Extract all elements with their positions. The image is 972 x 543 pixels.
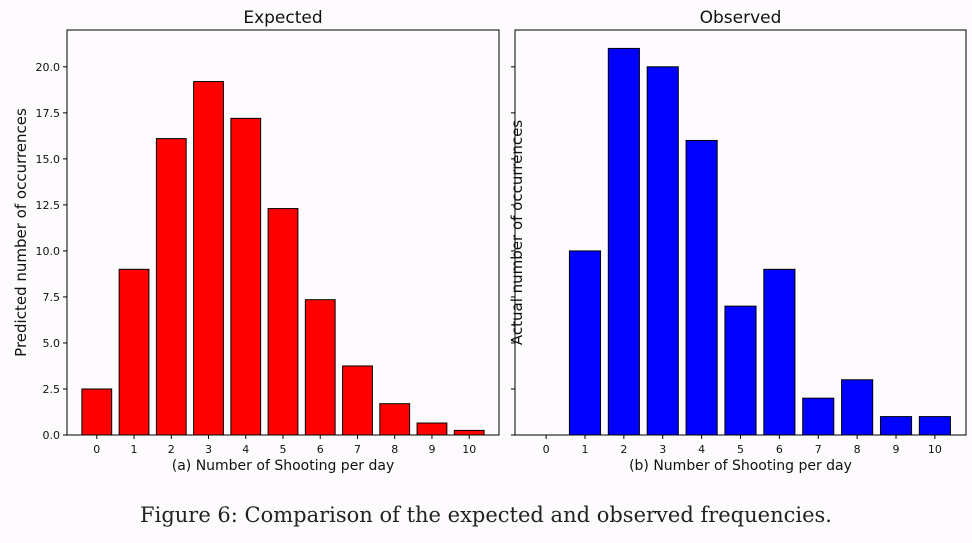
observed-x-axis-label: (b) Number of Shooting per day	[629, 458, 852, 474]
expected-ytick-label: 0.0	[43, 429, 61, 442]
expected-chart-title: Expected	[243, 8, 322, 28]
expected-xtick-label-5: 5	[280, 443, 287, 456]
expected-bar-10	[453, 429, 485, 436]
observed-bar-7	[802, 397, 835, 436]
observed-chart-title: Observed	[700, 8, 782, 28]
expected-xtick-label-6: 6	[317, 443, 324, 456]
expected-bar-2	[155, 138, 187, 436]
observed-bar-3	[646, 66, 679, 436]
expected-bar-0	[81, 388, 113, 436]
expected-ytick-label: 2.5	[43, 383, 61, 396]
observed-bar-5	[724, 305, 757, 436]
expected-x-axis-label: (a) Number of Shooting per day	[172, 458, 395, 474]
observed-xtick-label-5: 5	[737, 443, 744, 456]
expected-xtick-label-3: 3	[205, 443, 212, 456]
expected-ytick-label: 12.5	[36, 199, 61, 212]
observed-xtick-label-1: 1	[581, 443, 588, 456]
observed-bar-1	[568, 250, 602, 436]
observed-xtick-label-7: 7	[815, 443, 822, 456]
expected-bar-9	[416, 422, 448, 436]
observed-xtick-label-3: 3	[659, 443, 666, 456]
expected-bar-7	[342, 365, 373, 436]
figure: 0 1 2 3 4 5 6 7 8 9 100.02.55.07.510.012.515.017.5…	[12, 8, 967, 474]
observed-bar-4	[685, 139, 718, 436]
expected-ytick-label: 5.0	[43, 337, 61, 350]
observed-y-axis-label: Actual number of occurrences	[508, 120, 526, 345]
expected-xtick-label-8: 8	[391, 443, 398, 456]
observed-bar-10	[918, 416, 951, 436]
observed-xtick-label-0: 0	[543, 443, 550, 456]
observed-xtick-label-6: 6	[776, 443, 783, 456]
observed-bar-6	[763, 268, 796, 436]
observed-xtick-label-10: 10	[928, 443, 942, 456]
expected-bar-1	[118, 268, 150, 436]
expected-xtick-label-4: 4	[242, 443, 249, 456]
observed-xtick-label-4: 4	[698, 443, 705, 456]
observed-bar-2	[607, 47, 640, 436]
expected-ytick-label: 10.0	[36, 245, 61, 258]
figure-caption: Figure 6: Comparison of the expected and…	[140, 503, 832, 527]
expected-bar-8	[379, 403, 411, 436]
expected-xtick-label-1: 1	[131, 443, 138, 456]
expected-xtick-label-7: 7	[354, 443, 361, 456]
observed-bar-9	[879, 416, 913, 436]
observed-xtick-label-9: 9	[893, 443, 900, 456]
expected-bar-5	[267, 208, 299, 436]
observed-xtick-label-8: 8	[854, 443, 861, 456]
expected-ytick-label: 7.5	[43, 291, 61, 304]
observed-xtick-label-2: 2	[620, 443, 627, 456]
observed-bar-8	[841, 379, 874, 436]
expected-ytick-label: 15.0	[36, 153, 61, 166]
expected-bar-3	[193, 81, 224, 436]
expected-xtick-label-2: 2	[168, 443, 175, 456]
expected-xtick-label-10: 10	[462, 443, 476, 456]
expected-ytick-label: 17.5	[36, 107, 61, 120]
expected-ytick-label: 20.0	[36, 61, 61, 74]
expected-y-axis-label: Predicted number of occurrences	[12, 108, 30, 357]
expected-bar-6	[304, 299, 336, 436]
expected-xtick-label-9: 9	[428, 443, 435, 456]
expected-xtick-label-0: 0	[93, 443, 100, 456]
expected-bar-4	[230, 117, 262, 436]
